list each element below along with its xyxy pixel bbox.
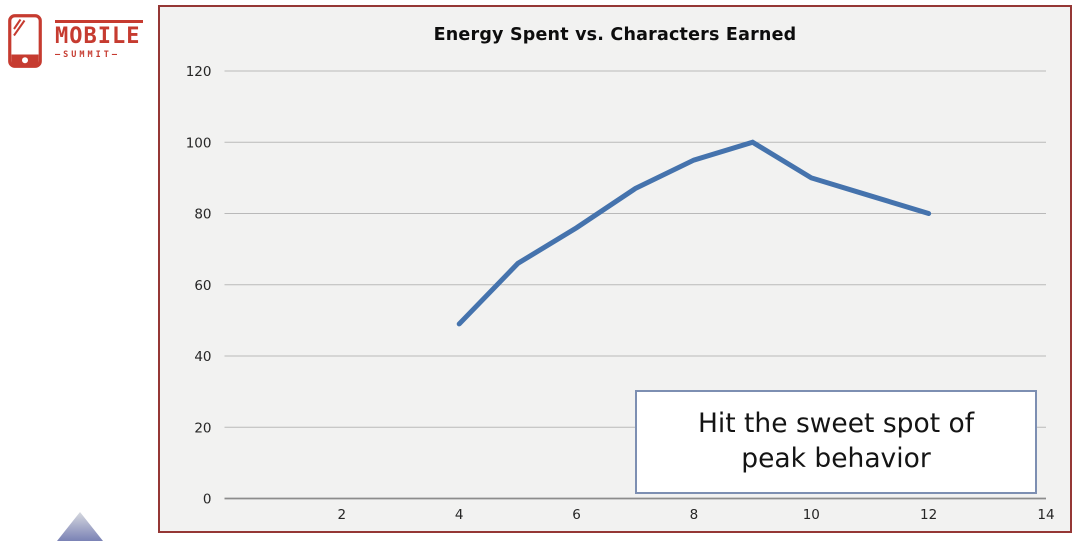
y-tick-label: 100	[186, 135, 212, 151]
x-tick-label: 6	[572, 507, 581, 523]
chart-frame: Energy Spent vs. Characters Earned 0 20 40…	[158, 5, 1072, 533]
x-axis-tick-labels: 2 4 6 8 10 12 14	[338, 507, 1055, 523]
x-tick-label: 8	[690, 507, 699, 523]
callout-box: Hit the sweet spot of peak behavior	[635, 390, 1037, 494]
y-tick-label: 0	[203, 492, 212, 508]
x-tick-label: 2	[338, 507, 347, 523]
x-tick-label: 4	[455, 507, 464, 523]
line-chart-plot: 0 20 40 60 80 100 120 2 4 6 8 10 12 14	[186, 64, 1055, 523]
logo-rule	[55, 20, 143, 23]
logo-tagline: —SUMMIT—	[55, 49, 120, 60]
series-line	[456, 139, 932, 327]
phone-icon	[8, 14, 42, 68]
chart-title: Energy Spent vs. Characters Earned	[433, 25, 797, 45]
y-tick-label: 20	[194, 420, 211, 436]
mobile-summit-logo: MOBILE —SUMMIT—	[8, 14, 143, 68]
y-tick-label: 80	[194, 207, 211, 223]
y-tick-label: 120	[186, 64, 212, 80]
x-tick-label: 12	[920, 507, 937, 523]
callout-text-line: peak behavior	[741, 443, 931, 474]
x-tick-label: 14	[1037, 507, 1054, 523]
gridlines	[224, 70, 1046, 500]
x-tick-label: 10	[803, 507, 820, 523]
logo-text-block: MOBILE —SUMMIT—	[55, 20, 143, 60]
y-axis-tick-labels: 0 20 40 60 80 100 120	[186, 64, 212, 508]
y-tick-label: 60	[194, 278, 211, 294]
y-tick-label: 40	[194, 349, 211, 365]
callout-text-line: Hit the sweet spot of	[697, 408, 975, 440]
triangle-decoration	[57, 512, 103, 541]
logo-name: MOBILE	[55, 23, 141, 49]
